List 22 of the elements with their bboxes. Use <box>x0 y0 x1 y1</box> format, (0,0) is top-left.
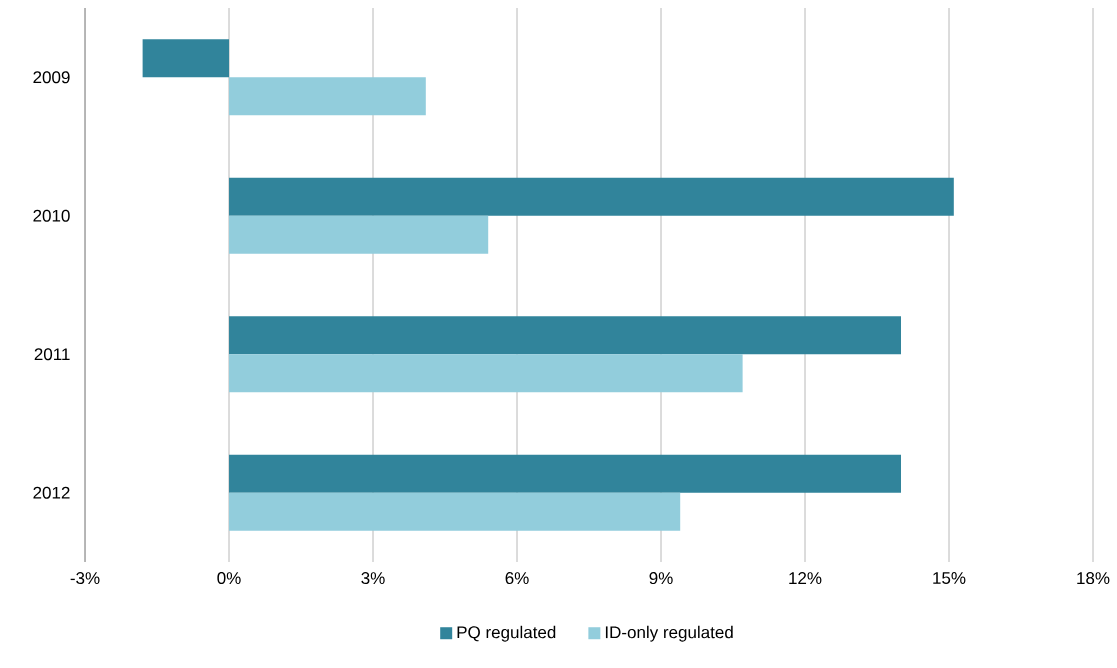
legend-label: ID-only regulated <box>605 625 733 642</box>
y-tick-label: 2009 <box>33 71 70 84</box>
bar <box>142 39 230 78</box>
x-tick-label: 12% <box>789 572 822 585</box>
legend-label: PQ regulated <box>457 625 556 642</box>
x-tick-label: 15% <box>933 572 966 585</box>
x-tick-label: 6% <box>505 572 529 585</box>
bar <box>229 492 681 531</box>
bar <box>229 77 426 116</box>
bar <box>229 215 489 254</box>
bar <box>229 454 901 493</box>
x-tick-label: 3% <box>361 572 385 585</box>
y-tick-label: 2010 <box>33 209 70 222</box>
bar <box>229 354 743 393</box>
x-tick-label: 9% <box>649 572 673 585</box>
x-tick-label: 18% <box>1077 572 1110 585</box>
y-tick-label: 2011 <box>34 348 70 361</box>
x-tick-label: -3% <box>70 572 100 585</box>
bar <box>229 316 901 355</box>
y-tick-label: 2012 <box>33 486 70 499</box>
bar <box>229 177 954 216</box>
x-tick-label: 0% <box>217 572 241 585</box>
